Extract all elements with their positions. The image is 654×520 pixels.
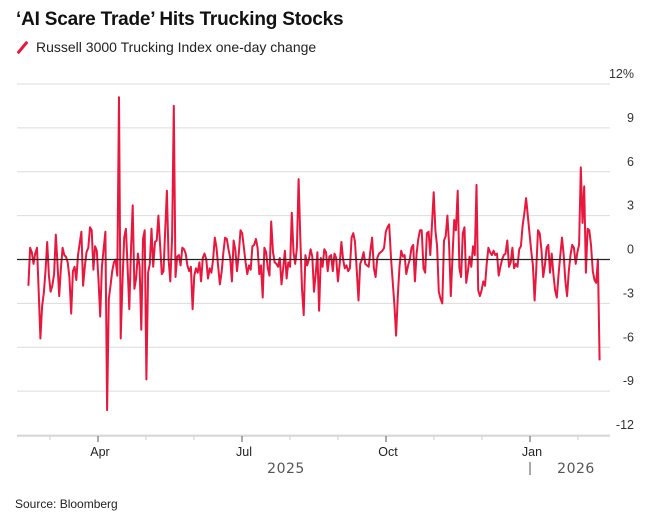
y-tick-label: 9	[627, 111, 634, 125]
y-tick-label: 0	[627, 243, 634, 257]
series-line	[27, 96, 601, 412]
year-label: 2026	[557, 461, 595, 477]
legend: Russell 3000 Trucking Index one-day chan…	[16, 39, 316, 55]
year-label: 2025	[267, 461, 305, 477]
y-tick-label: -12	[616, 418, 634, 432]
x-tick-label: Apr	[90, 445, 109, 459]
y-axis: 12% 9 6 3 0 -3 -6 -9 -12	[609, 67, 634, 432]
gridlines	[17, 83, 610, 436]
chart-title: ‘AI Scare Trade’ Hits Trucking Stocks	[16, 9, 344, 30]
x-axis: Apr Jul Oct Jan 2025 2026	[17, 435, 610, 477]
source-note: Source: Bloomberg	[15, 497, 118, 511]
series-layer	[17, 96, 610, 412]
y-tick-label: -9	[623, 374, 634, 388]
y-tick-label: -6	[623, 330, 634, 344]
y-tick-label: 3	[627, 199, 634, 213]
y-tick-label: 12%	[609, 67, 634, 81]
legend-label: Russell 3000 Trucking Index one-day chan…	[36, 39, 317, 55]
x-tick-label: Jul	[236, 445, 252, 459]
x-tick-label: Jan	[522, 445, 542, 459]
x-tick-label: Oct	[378, 445, 398, 459]
y-tick-label: -3	[623, 286, 634, 300]
y-tick-label: 6	[627, 155, 634, 169]
